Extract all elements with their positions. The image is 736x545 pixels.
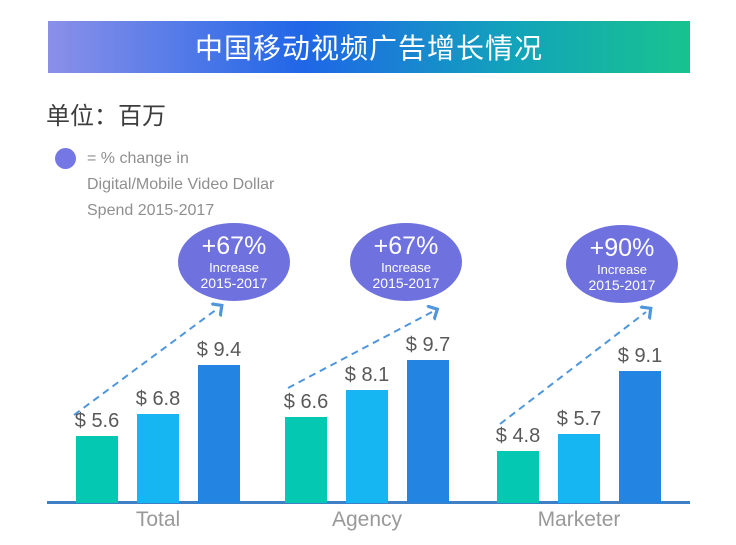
- legend-dot-icon: [55, 148, 76, 169]
- increase-badge-marketer: +90% Increase 2015-2017: [566, 225, 678, 303]
- increase-range: 2015-2017: [372, 274, 440, 291]
- legend-text: = % change in Digital/Mobile Video Dolla…: [87, 146, 274, 224]
- bar-group-marketer: $ 4.8 $ 5.7 $ 9.1: [496, 345, 662, 503]
- bar-value-label: $ 6.8: [135, 388, 181, 410]
- legend-line-1: = % change in: [87, 150, 189, 167]
- category-label-total: Total: [135, 508, 181, 531]
- bar-value-label: $ 9.7: [405, 334, 451, 356]
- bar: $ 4.8: [496, 425, 540, 503]
- increase-pct: +90%: [589, 233, 655, 262]
- bar-value-label: $ 9.1: [617, 345, 663, 367]
- legend: = % change in Digital/Mobile Video Dolla…: [55, 146, 274, 224]
- category-label-agency: Agency: [331, 508, 403, 531]
- increase-badge-total: +67% Increase 2015-2017: [178, 223, 290, 301]
- bar: $ 6.8: [136, 388, 180, 503]
- increase-badge-agency: +67% Increase 2015-2017: [350, 223, 462, 301]
- bar: $ 9.7: [406, 334, 450, 503]
- bar-value-label: $ 5.7: [556, 408, 602, 430]
- increase-word: Increase: [381, 259, 431, 275]
- bar: $ 5.6: [75, 410, 119, 503]
- bar: $ 9.1: [618, 345, 662, 503]
- increase-range: 2015-2017: [588, 276, 656, 293]
- bar-value-label: $ 8.1: [344, 364, 390, 386]
- title-banner: 中国移动视频广告增长情况: [48, 21, 690, 73]
- increase-word: Increase: [597, 261, 647, 277]
- legend-line-2: Digital/Mobile Video Dollar: [87, 176, 275, 193]
- category-label-marketer: Marketer: [537, 508, 621, 531]
- page-title: 中国移动视频广告增长情况: [194, 33, 543, 64]
- increase-pct: +67%: [373, 231, 439, 260]
- bar: $ 5.7: [557, 408, 601, 503]
- increase-range: 2015-2017: [200, 274, 268, 291]
- bar-group-total: $ 5.6 $ 6.8 $ 9.4: [75, 339, 241, 503]
- bar-value-label: $ 9.4: [196, 339, 242, 361]
- bar: $ 6.6: [284, 391, 328, 503]
- increase-pct: +67%: [201, 231, 267, 260]
- bar-value-label: $ 4.8: [495, 425, 541, 447]
- legend-line-3: Spend 2015-2017: [87, 202, 215, 219]
- bar: $ 8.1: [345, 364, 389, 503]
- unit-label: 单位：百万: [46, 103, 166, 130]
- bar-group-agency: $ 6.6 $ 8.1 $ 9.7: [284, 334, 450, 503]
- increase-word: Increase: [209, 259, 259, 275]
- bar-value-label: $ 5.6: [74, 410, 120, 432]
- bar-value-label: $ 6.6: [283, 391, 329, 413]
- bar: $ 9.4: [197, 339, 241, 503]
